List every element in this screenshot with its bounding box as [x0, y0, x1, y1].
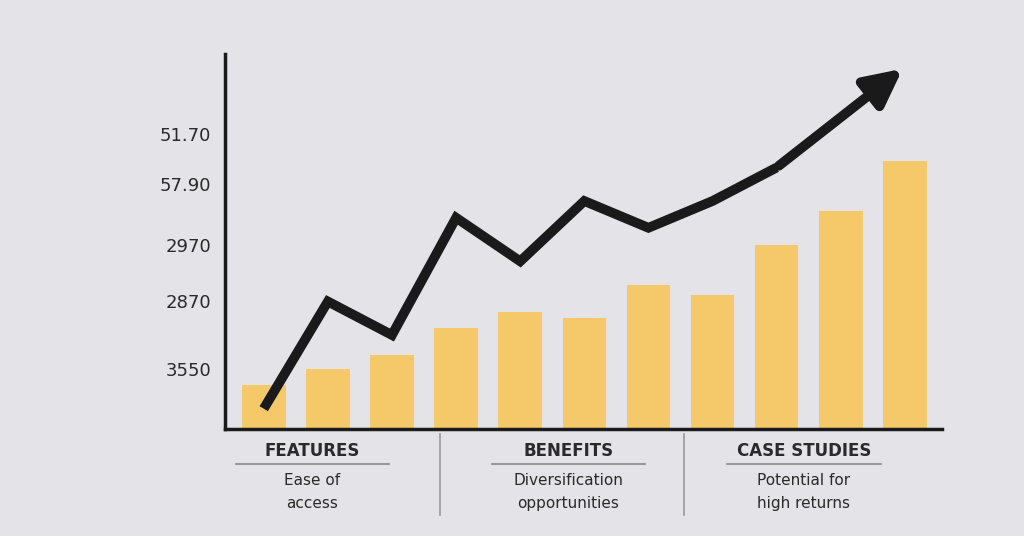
Bar — [242, 385, 286, 429]
Text: Diversification
opportunities: Diversification opportunities — [513, 473, 624, 511]
Bar — [755, 244, 799, 429]
Bar — [883, 161, 927, 429]
Bar — [562, 318, 606, 429]
Bar — [434, 328, 478, 429]
Bar — [627, 285, 671, 429]
Text: Ease of
access: Ease of access — [285, 473, 340, 511]
Bar — [691, 295, 734, 429]
Bar — [306, 369, 349, 429]
Text: BENEFITS: BENEFITS — [523, 442, 613, 460]
Text: CASE STUDIES: CASE STUDIES — [736, 442, 871, 460]
Bar — [819, 211, 862, 429]
Text: Potential for
high returns: Potential for high returns — [758, 473, 850, 511]
Bar — [371, 355, 414, 429]
Bar — [499, 311, 542, 429]
Text: FEATURES: FEATURES — [264, 442, 360, 460]
